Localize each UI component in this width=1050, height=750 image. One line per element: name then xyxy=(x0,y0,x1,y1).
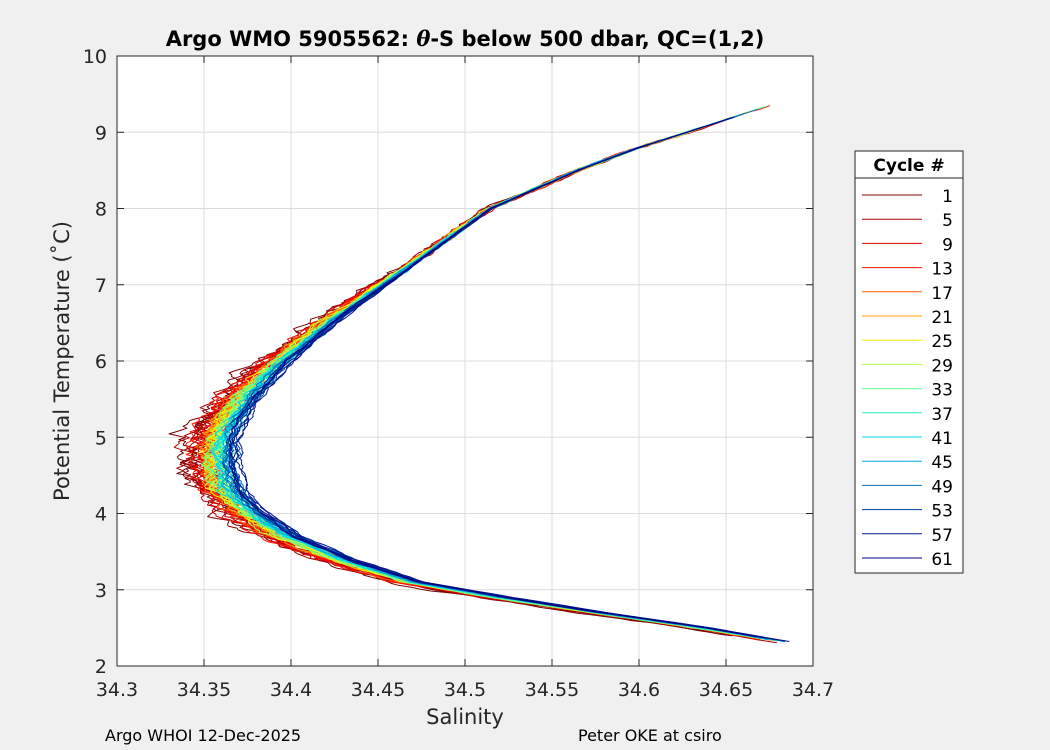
legend-label: 41 xyxy=(931,429,953,449)
y-axis-label: Potential Temperature (˚C) xyxy=(50,221,74,501)
profile-line-cycle-60 xyxy=(237,156,790,642)
legend-label: 61 xyxy=(931,550,953,570)
legend-label: 1 xyxy=(942,187,953,207)
y-tick-label: 3 xyxy=(95,580,107,602)
x-tick-label: 34.45 xyxy=(351,679,405,701)
y-tick-labels: 2 3 4 5 6 7 8 9 10 xyxy=(83,46,107,678)
legend-label: 57 xyxy=(931,526,953,546)
legend-label: 33 xyxy=(931,381,953,401)
legend-box xyxy=(854,150,964,574)
legend-label: 49 xyxy=(931,477,953,497)
x-axis-label: Salinity xyxy=(426,705,504,729)
legend: Cycle # 1 5 9 13 17 21 25 29 33 37 41 45 49 53 57 61 xyxy=(854,150,964,574)
x-tick-label: 34.7 xyxy=(792,679,834,701)
legend-label: 45 xyxy=(931,453,953,473)
legend-label: 25 xyxy=(931,332,953,352)
x-tick-label: 34.4 xyxy=(270,679,312,701)
legend-label: 5 xyxy=(942,211,953,231)
footer-right: Peter OKE at csiro xyxy=(578,726,722,745)
x-tick-label: 34.5 xyxy=(444,679,486,701)
y-tick-label: 6 xyxy=(95,351,107,373)
legend-label: 53 xyxy=(931,502,953,522)
x-tick-label: 34.3 xyxy=(96,679,138,701)
legend-label: 9 xyxy=(942,235,953,255)
y-tick-label: 5 xyxy=(95,427,107,449)
legend-title: Cycle # xyxy=(873,156,944,176)
x-tick-label: 34.65 xyxy=(699,679,753,701)
y-tick-label: 4 xyxy=(95,504,107,526)
profile-line-cycle-61 xyxy=(228,116,765,639)
footer-left: Argo WHOI 12-Dec-2025 xyxy=(105,726,302,745)
y-tick-label: 2 xyxy=(95,656,107,678)
axis-ticks xyxy=(116,55,814,667)
legend-label: 21 xyxy=(931,308,953,328)
chart-title: Argo WMO 5905562: θ-S below 500 dbar, QC… xyxy=(166,26,765,51)
y-tick-label: 8 xyxy=(95,199,107,221)
x-tick-label: 34.6 xyxy=(618,679,660,701)
y-tick-label: 9 xyxy=(95,122,107,144)
x-tick-label: 34.35 xyxy=(177,679,231,701)
x-tick-labels: 34.3 34.35 34.4 34.45 34.5 34.55 34.6 34.65 34.7 xyxy=(96,679,834,701)
profile-lines xyxy=(168,105,790,644)
y-tick-label: 10 xyxy=(83,46,107,68)
legend-label: 13 xyxy=(931,260,953,280)
legend-label: 29 xyxy=(931,356,953,376)
legend-label: 37 xyxy=(931,405,953,425)
y-tick-label: 7 xyxy=(95,275,107,297)
legend-label: 17 xyxy=(931,284,953,304)
x-tick-label: 34.55 xyxy=(525,679,579,701)
